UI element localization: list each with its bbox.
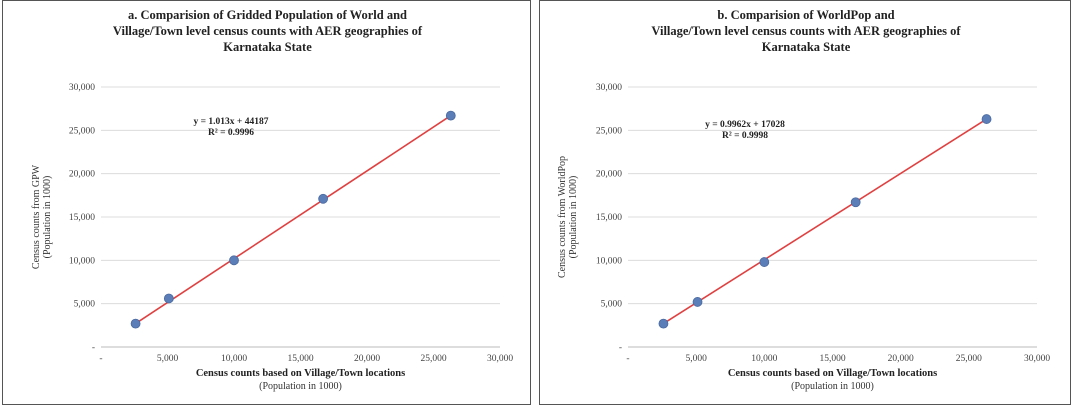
x-tick-label: 25,000	[956, 354, 982, 364]
chart-panel-b: b. Comparision of WorldPop and Village/To…	[539, 0, 1071, 405]
x-tick-label: 30,000	[1024, 354, 1050, 364]
chart-title-line: Karnataka State	[223, 40, 312, 54]
data-point	[658, 318, 669, 329]
trendline-equation: y = 1.013x + 44187	[194, 117, 269, 127]
data-point	[692, 297, 703, 307]
y-tick-label: 30,000	[69, 83, 95, 93]
y-tick-label: 10,000	[596, 256, 622, 266]
y-tick-label: 5,000	[74, 300, 96, 310]
trendline	[135, 114, 452, 325]
x-tick-label: 25,000	[420, 354, 446, 364]
x-tick-label: 10,000	[221, 354, 247, 364]
y-tick-label: 20,000	[596, 170, 622, 180]
y-tick-label: -	[92, 343, 95, 353]
x-tick-label: 10,000	[751, 354, 777, 364]
x-tick-label: 15,000	[287, 354, 313, 364]
y-tick-label: 30,000	[596, 83, 622, 93]
r-squared-label: R² = 0.9996	[208, 128, 254, 138]
trendline	[663, 118, 987, 325]
x-axis-label: Census counts based on Village/Town loca…	[728, 368, 937, 379]
chart-panel-a: a. Comparision of Gridded Population of …	[2, 0, 531, 405]
y-axis-label: Census counts from WorldPop	[557, 156, 568, 278]
x-tick-label: -	[626, 354, 629, 364]
x-tick-label: 20,000	[354, 354, 380, 364]
x-tick-label: 20,000	[888, 354, 914, 364]
y-tick-label: -	[619, 343, 622, 353]
y-tick-label: 20,000	[69, 170, 95, 180]
x-axis-sublabel: (Population in 1000)	[791, 381, 874, 392]
y-tick-label: 25,000	[596, 126, 622, 136]
y-tick-label: 25,000	[69, 126, 95, 136]
data-point	[850, 197, 861, 208]
chart-title-line: Village/Town level census counts with AE…	[651, 24, 961, 38]
data-point	[318, 193, 329, 204]
chart-title-line: Karnataka State	[762, 40, 851, 54]
data-point	[130, 318, 141, 329]
data-point	[981, 114, 992, 124]
x-tick-label: 5,000	[157, 354, 179, 364]
x-tick-label: 5,000	[685, 354, 707, 364]
x-axis-label: Census counts based on Village/Town loca…	[196, 368, 405, 379]
chart-title-line: Village/Town level census counts with AE…	[113, 24, 423, 38]
x-tick-label: -	[99, 354, 102, 364]
x-tick-label: 30,000	[487, 354, 513, 364]
data-point	[445, 110, 456, 121]
y-tick-label: 15,000	[69, 213, 95, 223]
y-axis-sublabel: (Population in 1000)	[42, 176, 53, 259]
trendline-equation: y = 0.9962x + 17028	[705, 120, 785, 130]
chart-a-svg: a. Comparision of Gridded Population of …	[31, 8, 513, 392]
y-tick-label: 15,000	[596, 213, 622, 223]
y-axis-label: Census counts from GPW	[31, 164, 42, 269]
y-tick-label: 5,000	[601, 300, 623, 310]
y-axis-sublabel: (Population in 1000)	[568, 176, 579, 259]
x-tick-label: 15,000	[819, 354, 845, 364]
y-tick-label: 10,000	[69, 256, 95, 266]
chart-b-svg: b. Comparision of WorldPop and Village/To…	[557, 8, 1050, 392]
r-squared-label: R² = 0.9998	[722, 131, 768, 141]
data-point	[163, 293, 174, 304]
data-point	[759, 257, 770, 267]
chart-title-line: b. Comparision of WorldPop and	[717, 8, 894, 22]
chart-title-line: a. Comparision of Gridded Population of …	[128, 8, 407, 22]
x-axis-sublabel: (Population in 1000)	[259, 381, 342, 392]
data-point	[229, 255, 239, 266]
